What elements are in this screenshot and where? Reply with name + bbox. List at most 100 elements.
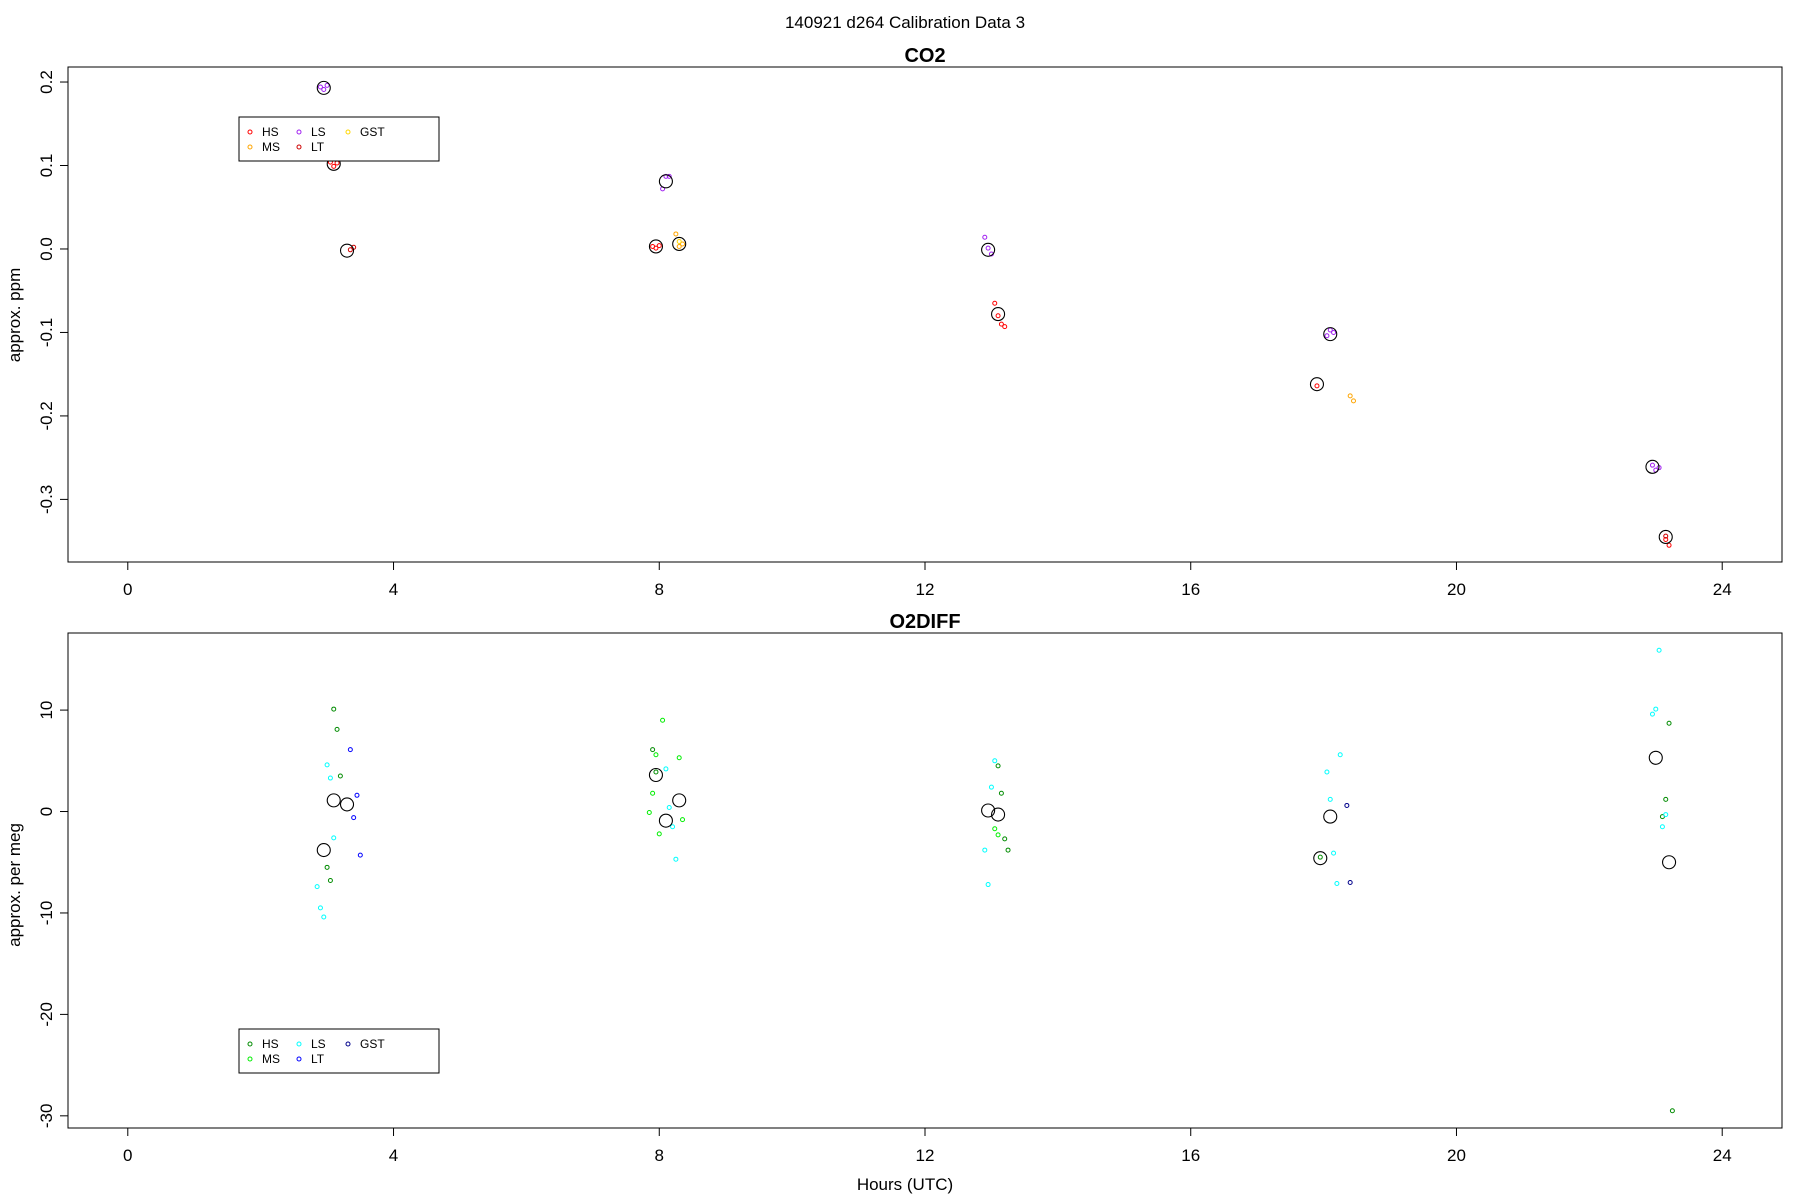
o2diff-data-point	[337, 773, 343, 779]
co2-x-tick-label: 16	[1181, 580, 1200, 599]
o2diff-series-ls	[314, 647, 1669, 920]
o2diff-series-ms	[646, 717, 1001, 838]
o2diff-data-point	[1327, 796, 1333, 802]
o2diff-y-tick-label: -30	[37, 1104, 56, 1129]
o2diff-data-point	[995, 763, 1001, 769]
o2diff-mean-point	[658, 813, 673, 828]
o2diff-data-point	[1663, 796, 1669, 802]
o2diff-x-tick-label: 0	[123, 1146, 132, 1165]
o2diff-data-point	[1649, 711, 1655, 717]
o2diff-data-point	[995, 832, 1001, 838]
o2diff-data-point	[324, 762, 330, 768]
o2diff-legend-label: LS	[311, 1037, 326, 1051]
o2diff-data-point	[327, 775, 333, 781]
co2-legend-box	[238, 116, 440, 162]
o2diff-data-point	[324, 864, 330, 870]
o2diff-data-point	[331, 835, 337, 841]
o2diff-data-point	[656, 831, 662, 837]
o2diff-data-point	[1653, 706, 1659, 712]
o2diff-panel: O2DIFF approx. per meg 0 4 8 12 16 20 24 -30 -20…	[5, 611, 1783, 1165]
co2-mean-point	[339, 243, 355, 258]
o2diff-data-point	[988, 784, 994, 790]
o2diff-y-tick-label: 0	[37, 807, 56, 816]
o2diff-x-tick-label: 20	[1447, 1146, 1466, 1165]
co2-data-point	[1351, 398, 1356, 404]
co2-x-tick-label: 20	[1447, 580, 1466, 599]
o2diff-data-point	[650, 747, 656, 753]
co2-y-tick-label: 0.1	[37, 154, 56, 178]
o2diff-data-point	[1669, 1108, 1675, 1114]
co2-data-point	[985, 245, 991, 251]
o2diff-legend-marker	[247, 1041, 253, 1047]
co2-series-lt	[347, 244, 1669, 539]
co2-legend-label: MS	[262, 140, 280, 154]
o2diff-legend-marker	[296, 1056, 302, 1062]
co2-mean-point	[991, 307, 1006, 322]
co2-y-axis-label: approx. ppm	[5, 268, 24, 363]
o2diff-data-point	[357, 852, 363, 858]
o2diff-data-point	[1663, 812, 1669, 818]
co2-data-point	[992, 300, 998, 306]
o2diff-mean-point	[648, 767, 663, 783]
co2-x-tick-label: 0	[123, 580, 132, 599]
o2diff-mean-point	[991, 807, 1006, 822]
o2diff-data-point	[1331, 850, 1337, 856]
co2-mean-point	[1658, 529, 1673, 545]
co2-data-point	[1663, 533, 1669, 539]
co2-data-point	[321, 87, 327, 93]
co2-data-point	[1649, 462, 1655, 468]
o2diff-data-point	[660, 717, 666, 723]
o2diff-y-axis-label: approx. per meg	[5, 823, 24, 947]
o2diff-data-point	[663, 766, 669, 772]
o2diff-y-tick-label: -10	[37, 901, 56, 926]
co2-x-tick-label: 24	[1713, 580, 1732, 599]
co2-x-tick-label: 12	[916, 580, 935, 599]
co2-y-tick-label: -0.1	[37, 318, 56, 347]
co2-legend-marker	[296, 129, 302, 135]
o2diff-data-point	[1317, 854, 1323, 860]
o2diff-legend-marker	[296, 1041, 302, 1047]
o2diff-series-gst	[1344, 802, 1353, 886]
co2-data-point	[1314, 383, 1320, 389]
co2-data-point	[676, 238, 682, 244]
o2diff-data-point	[317, 905, 323, 911]
o2diff-mean-point	[339, 797, 355, 812]
o2diff-legend-marker	[247, 1056, 253, 1062]
co2-panel-title: CO2	[904, 45, 945, 67]
co2-legend-marker	[296, 144, 302, 150]
o2diff-data-point	[1337, 752, 1343, 758]
o2diff-series-mean	[316, 750, 1677, 870]
o2diff-x-tick-label: 12	[916, 1146, 935, 1165]
co2-legend-marker	[345, 129, 351, 135]
o2diff-mean-point	[981, 803, 996, 818]
co2-mean-point	[658, 174, 673, 189]
o2diff-data-point	[673, 856, 679, 862]
co2-data-point	[1331, 329, 1337, 335]
co2-data-point	[676, 243, 682, 249]
co2-mean-point	[672, 236, 687, 252]
o2diff-data-point	[327, 878, 333, 883]
co2-data-point	[680, 241, 686, 247]
o2diff-x-tick-label: 4	[389, 1146, 398, 1165]
o2diff-mean-point	[672, 793, 687, 808]
co2-data-point	[334, 160, 340, 166]
o2diff-data-point	[1659, 824, 1665, 830]
co2-data-point	[331, 163, 337, 169]
o2diff-legend-label: LT	[311, 1052, 325, 1066]
co2-data-point	[1324, 333, 1330, 339]
o2diff-data-point	[331, 706, 337, 712]
co2-data-point	[1002, 324, 1008, 330]
co2-mean-point	[1323, 327, 1338, 342]
co2-x-tick-label: 4	[389, 580, 398, 599]
co2-legend-label: GST	[360, 125, 385, 139]
x-axis-label: Hours (UTC)	[857, 1175, 953, 1194]
co2-data-point	[656, 243, 662, 249]
o2diff-data-point	[314, 884, 320, 890]
o2diff-data-point	[1005, 847, 1011, 853]
o2diff-legend-label: HS	[262, 1037, 279, 1051]
o2diff-data-point	[653, 769, 659, 775]
co2-series-ls	[317, 82, 1662, 473]
co2-data-point	[982, 234, 988, 240]
